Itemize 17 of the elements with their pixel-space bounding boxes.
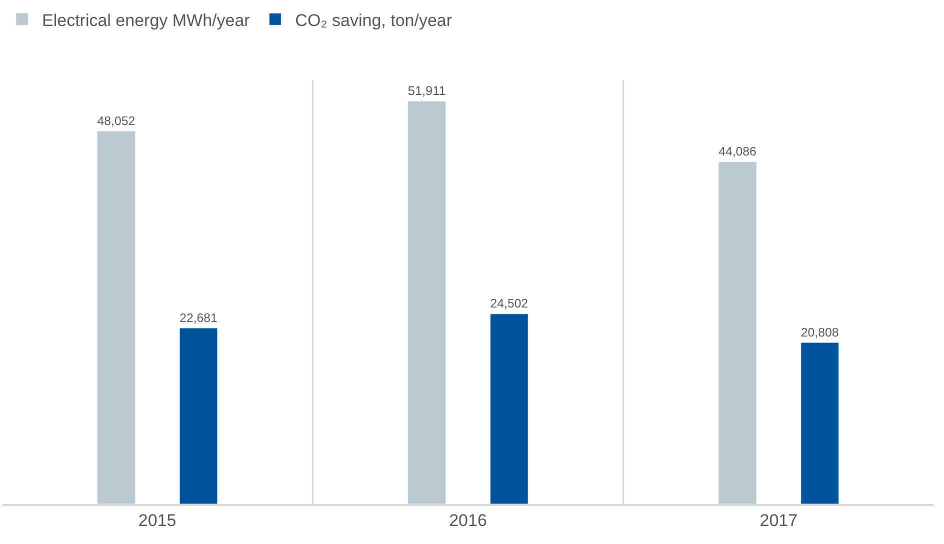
bar (718, 162, 757, 504)
data-label: 20,808 (800, 325, 839, 340)
bar (96, 130, 136, 504)
legend-label: Electrical energy MWh/year (42, 10, 250, 30)
x-tick-label: 2017 (760, 511, 798, 530)
bar (408, 100, 446, 504)
data-label: 22,681 (180, 310, 218, 325)
data-label: 51,911 (408, 84, 446, 98)
data-label: 24,502 (490, 296, 528, 311)
bar (179, 328, 218, 504)
data-label: 48,052 (97, 114, 136, 128)
legend-label: CO₂ saving, ton/year (295, 10, 452, 30)
x-tick-label: 2015 (138, 511, 176, 530)
bar (800, 342, 840, 504)
bar (490, 314, 528, 504)
x-tick-label: 2016 (449, 511, 487, 530)
data-label: 44,086 (718, 144, 757, 159)
